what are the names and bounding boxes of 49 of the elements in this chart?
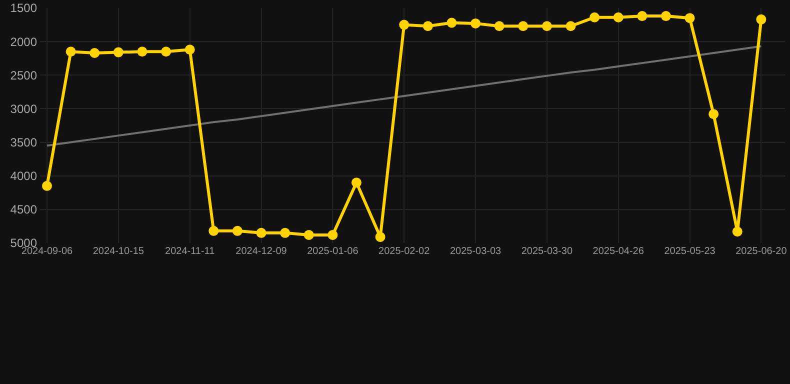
point xyxy=(660,11,671,22)
point xyxy=(684,13,695,24)
x-tick-label: 2024-11-11 xyxy=(165,246,216,257)
point xyxy=(422,21,433,32)
point xyxy=(256,228,266,238)
point xyxy=(304,230,314,240)
point xyxy=(208,226,219,236)
y-tick-label: 4500 xyxy=(10,202,38,217)
y-tick-label: 3000 xyxy=(10,102,38,116)
point xyxy=(446,18,457,28)
x-tick-label: 2024-12-09 xyxy=(236,246,288,257)
point xyxy=(542,21,552,32)
point xyxy=(756,14,766,24)
point xyxy=(494,21,504,32)
y-tick-label: 2500 xyxy=(10,68,38,82)
y-tick-label: 4000 xyxy=(10,169,38,184)
point xyxy=(90,48,100,58)
point xyxy=(732,226,742,237)
x-tick-label: 2025-04-26 xyxy=(592,246,644,257)
point xyxy=(399,20,410,30)
line-series xyxy=(46,45,762,147)
point xyxy=(66,46,76,57)
x-tick-label: 2025-05-23 xyxy=(664,246,716,257)
point xyxy=(470,18,481,28)
x-tick-label: 2025-03-30 xyxy=(521,246,573,257)
point xyxy=(518,21,528,32)
x-tick-label: 2025-06-20 xyxy=(736,246,788,257)
point xyxy=(351,178,362,188)
y-tick-label: 1500 xyxy=(10,1,38,16)
x-tick-label: 2024-10-15 xyxy=(92,246,144,257)
point xyxy=(613,12,624,22)
point xyxy=(184,44,195,55)
point xyxy=(566,21,576,32)
x-tick-label: 2025-03-03 xyxy=(450,246,502,257)
point xyxy=(708,109,719,120)
y-tick-label: 3500 xyxy=(10,135,38,150)
point xyxy=(137,46,148,57)
x-tick-label: 2025-01-06 xyxy=(307,246,359,257)
point xyxy=(328,230,338,240)
x-tick-label: 2025-02-02 xyxy=(378,246,430,257)
y-tick-label: 2000 xyxy=(10,34,38,49)
point xyxy=(280,228,290,238)
point xyxy=(637,11,648,22)
point xyxy=(375,232,386,242)
point xyxy=(232,226,242,236)
point xyxy=(42,180,52,191)
point xyxy=(161,46,172,57)
point xyxy=(113,47,124,58)
point xyxy=(590,12,600,22)
